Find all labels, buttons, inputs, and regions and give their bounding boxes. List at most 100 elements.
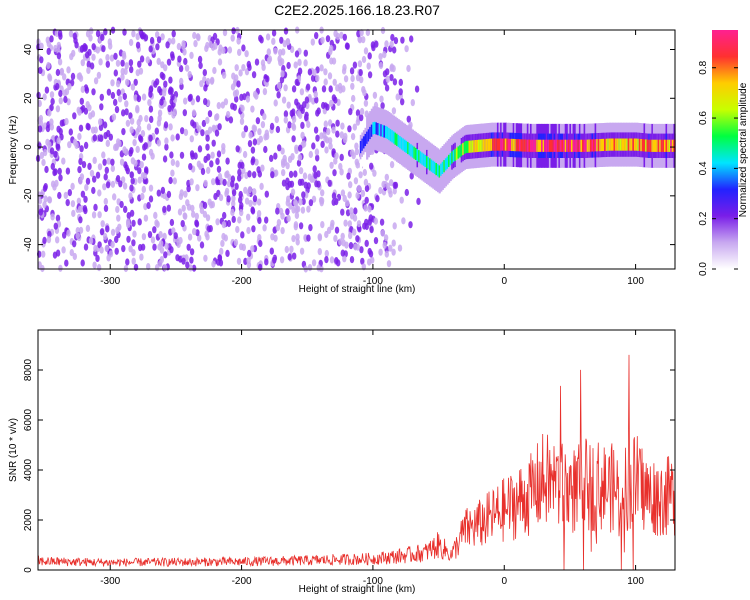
noise-blob (340, 122, 345, 130)
noise-blob (248, 199, 253, 207)
noise-blob (306, 205, 311, 213)
noise-blob (132, 230, 137, 238)
noise-blob (130, 83, 136, 91)
noise-blob (115, 59, 121, 67)
noise-blob (291, 135, 296, 143)
noise-blob (139, 253, 144, 261)
noise-blob (383, 234, 389, 242)
noise-blob (138, 67, 144, 75)
noise-blob (372, 91, 378, 99)
signal-cell (378, 123, 381, 136)
noise-blob (300, 121, 305, 129)
noise-blob (272, 256, 277, 264)
noise-blob (140, 192, 145, 200)
signal-cell (433, 161, 437, 174)
x-tick-label: -100 (363, 276, 383, 287)
noise-blob (352, 214, 358, 222)
signal-cell (525, 139, 528, 152)
signal-cell (479, 139, 482, 152)
y-tick-label: 40 (23, 44, 34, 56)
noise-blob (77, 108, 82, 116)
noise-blob (49, 35, 54, 43)
noise-blob (123, 67, 128, 75)
noise-blob (238, 190, 243, 199)
noise-blob (234, 95, 239, 103)
noise-blob (303, 49, 308, 57)
noise-blob (281, 96, 287, 104)
snr-series-line (37, 354, 675, 571)
noise-blob (349, 256, 355, 264)
noise-blob (42, 149, 48, 157)
noise-blob (362, 168, 367, 177)
noise-blob (115, 80, 121, 88)
noise-blob (101, 45, 106, 53)
noise-blob (89, 62, 95, 70)
signal-cell (575, 139, 578, 152)
noise-blob (306, 120, 311, 129)
noise-blob (153, 80, 158, 88)
noise-blob (132, 139, 137, 147)
noise-blob (106, 254, 111, 262)
noise-blob (224, 187, 230, 195)
signal-cell (467, 140, 470, 153)
noise-blob (237, 174, 242, 182)
noise-blob (390, 33, 395, 42)
noise-blob (338, 162, 343, 171)
signal-cell (627, 138, 630, 151)
noise-blob (87, 104, 92, 112)
noise-blob (162, 205, 167, 213)
noise-blob (54, 29, 60, 37)
noise-blob (129, 126, 134, 134)
noise-blob (221, 46, 226, 55)
noise-blob (385, 182, 390, 190)
signal-cell (559, 139, 563, 152)
noise-blob (359, 29, 364, 37)
noise-blob (138, 135, 144, 143)
signal-cell (596, 139, 599, 152)
noise-blob (331, 57, 337, 65)
noise-blob (290, 153, 295, 161)
noise-blob (291, 206, 296, 214)
x-tick-label: -200 (232, 276, 252, 287)
noise-blob (146, 123, 152, 131)
signal-cell (517, 139, 520, 152)
noise-blob (247, 63, 252, 72)
noise-blob (180, 220, 185, 228)
noise-blob (152, 243, 157, 251)
signal-cell (578, 139, 582, 152)
noise-blob (300, 131, 305, 139)
signal-cell (482, 139, 485, 152)
noise-blob (226, 195, 231, 203)
noise-blob (78, 216, 83, 224)
noise-blob (189, 248, 195, 256)
noise-blob (150, 236, 156, 244)
noise-blob (156, 36, 162, 44)
noise-blob (70, 200, 76, 208)
noise-blob (293, 170, 298, 178)
noise-blob (122, 182, 128, 190)
noise-blob (291, 108, 296, 116)
noise-blob (354, 142, 359, 150)
noise-blob (355, 109, 361, 117)
noise-blob (100, 33, 105, 42)
noise-blob (59, 67, 65, 75)
noise-blob (244, 50, 249, 58)
noise-blob (298, 111, 303, 119)
noise-blob (81, 104, 86, 113)
noise-blob (220, 239, 225, 247)
noise-blob (285, 177, 290, 185)
signal-cell (454, 148, 457, 161)
noise-blob (345, 199, 350, 207)
noise-blob (400, 36, 405, 44)
noise-blob (283, 27, 289, 35)
noise-blob (55, 214, 61, 222)
signal-cell (418, 150, 421, 163)
signal-cell (441, 161, 444, 174)
signal-cell (638, 138, 641, 151)
noise-blob (208, 40, 213, 49)
noise-blob (175, 133, 180, 141)
noise-blob (305, 83, 311, 91)
noise-blob (103, 197, 109, 206)
noise-blob (230, 34, 235, 42)
noise-blob (333, 234, 338, 243)
